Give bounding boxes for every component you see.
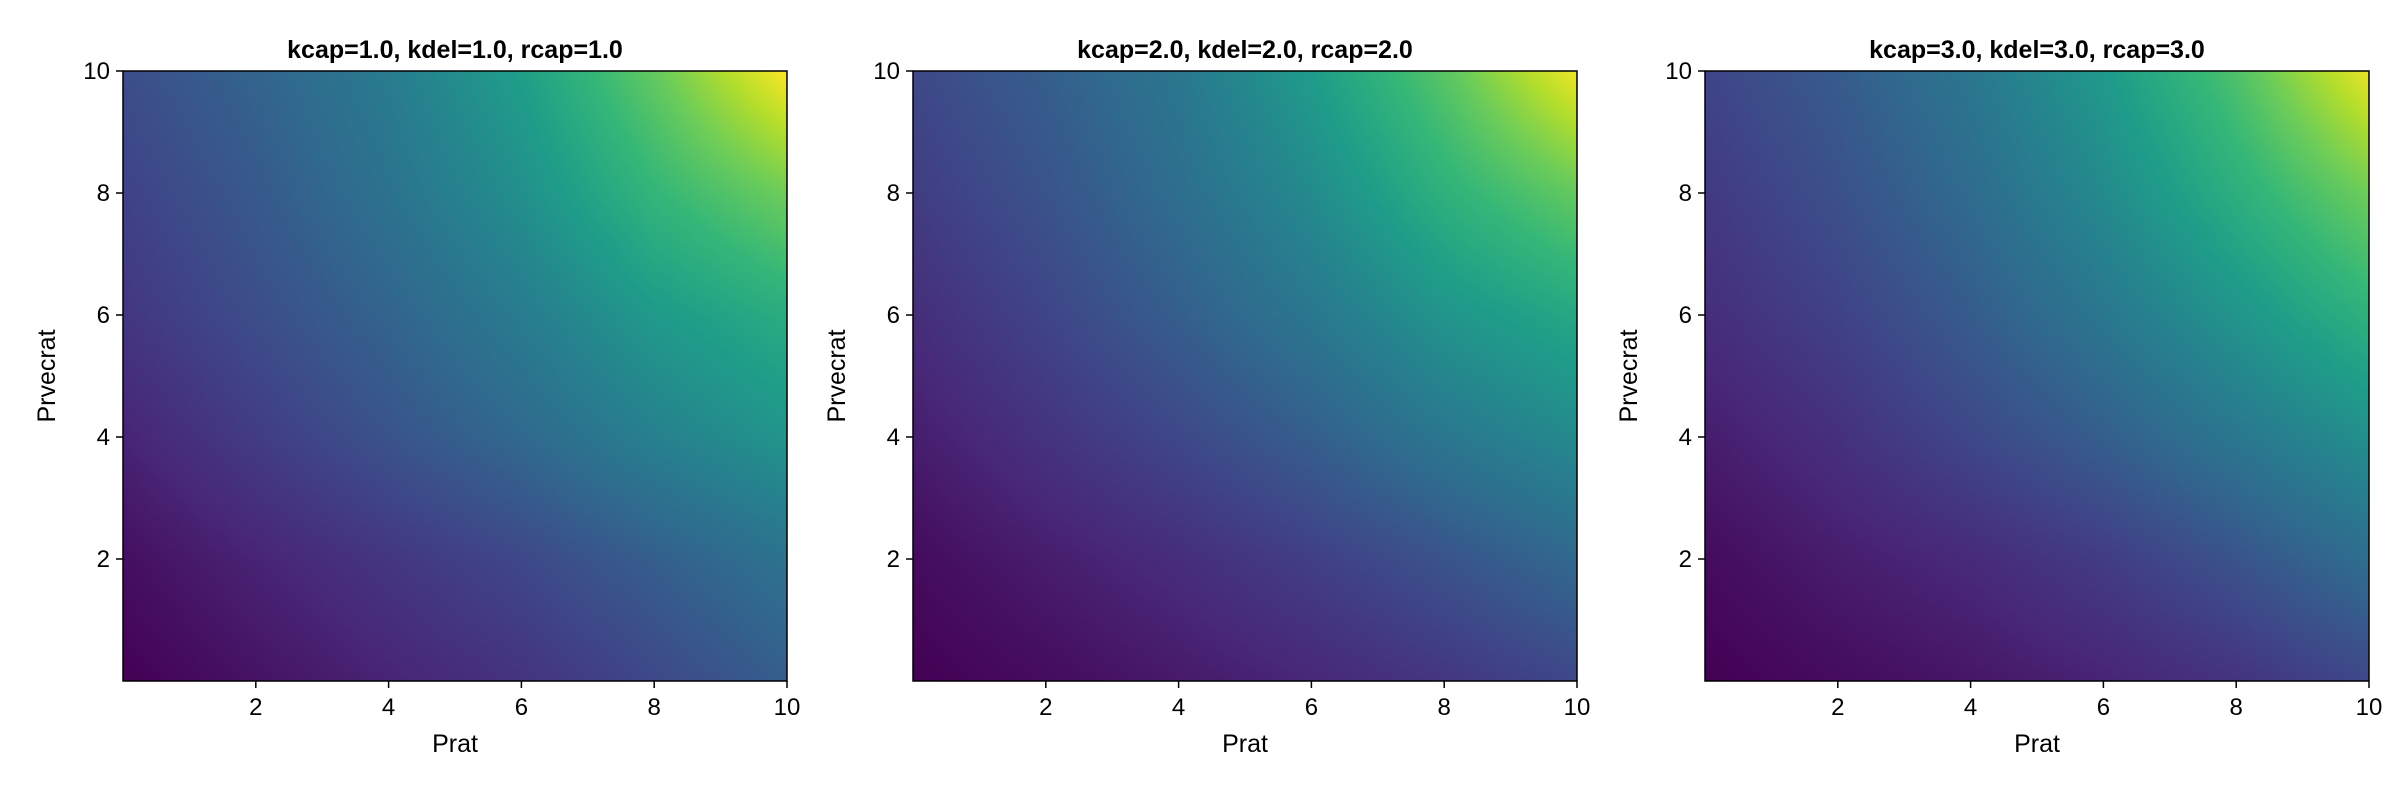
- y-axis-label: Prvecrat: [823, 329, 851, 422]
- x-tick-label: 6: [515, 694, 528, 721]
- x-axis-label: Prat: [2014, 730, 2060, 758]
- x-tick-label: 10: [2356, 694, 2383, 721]
- x-tick-label: 4: [1172, 694, 1185, 721]
- plot-frame: [1704, 70, 2370, 682]
- y-tick-label: 8: [1679, 180, 1692, 207]
- y-tick-label: 6: [97, 302, 110, 329]
- y-tick-label: 8: [97, 180, 110, 207]
- chart-panel-1: kcap=1.0, kdel=1.0, rcap=1.0 2 4 6 8 10 2 4 6 8 10…: [33, 36, 800, 758]
- heatmap-image: [913, 71, 1577, 681]
- y-axis-label: Prvecrat: [33, 329, 61, 422]
- x-tick-label: 4: [1964, 694, 1977, 721]
- x-tick-label: 2: [249, 694, 262, 721]
- x-tick-label: 10: [774, 694, 801, 721]
- plot-frame: [122, 70, 788, 682]
- heatmap-image: [123, 71, 787, 681]
- plot-frame: [912, 70, 1578, 682]
- chart-title: kcap=2.0, kdel=2.0, rcap=2.0: [1077, 36, 1413, 64]
- y-tick-label: 4: [1679, 424, 1692, 451]
- y-tick-label: 8: [887, 180, 900, 207]
- x-tick-label: 8: [648, 694, 661, 721]
- chart-panel-3: kcap=3.0, kdel=3.0, rcap=3.0 2 4 6 8 10 2 4 6 8 10…: [1615, 36, 2382, 758]
- chart-title: kcap=3.0, kdel=3.0, rcap=3.0: [1869, 36, 2205, 64]
- x-tick-label: 8: [2230, 694, 2243, 721]
- y-tick-label: 6: [1679, 302, 1692, 329]
- y-tick-label: 4: [887, 424, 900, 451]
- y-tick-label: 10: [873, 58, 900, 85]
- y-tick-label: 2: [97, 546, 110, 573]
- y-tick-label: 4: [97, 424, 110, 451]
- x-tick-label: 4: [382, 694, 395, 721]
- y-tick-label: 10: [1665, 58, 1692, 85]
- x-tick-label: 2: [1039, 694, 1052, 721]
- x-tick-label: 8: [1438, 694, 1451, 721]
- chart-panel-2: kcap=2.0, kdel=2.0, rcap=2.0 2 4 6 8 10 2 4 6 8 10…: [823, 36, 1590, 758]
- y-axis-label: Prvecrat: [1615, 329, 1643, 422]
- y-tick-label: 10: [83, 58, 110, 85]
- x-tick-label: 10: [1564, 694, 1591, 721]
- x-tick-label: 6: [2097, 694, 2110, 721]
- x-axis-label: Prat: [432, 730, 478, 758]
- y-tick-label: 2: [1679, 546, 1692, 573]
- x-tick-label: 6: [1305, 694, 1318, 721]
- x-axis-label: Prat: [1222, 730, 1268, 758]
- chart-title: kcap=1.0, kdel=1.0, rcap=1.0: [287, 36, 623, 64]
- x-tick-label: 2: [1831, 694, 1844, 721]
- y-tick-label: 6: [887, 302, 900, 329]
- heatmap-image: [1705, 71, 2369, 681]
- y-tick-label: 2: [887, 546, 900, 573]
